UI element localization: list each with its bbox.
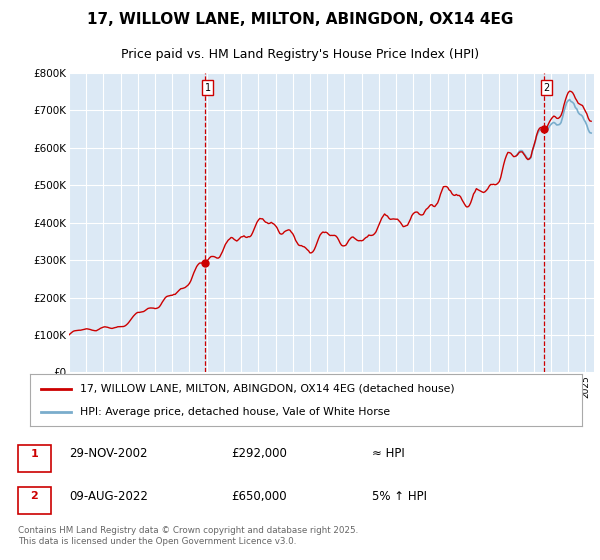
Text: Contains HM Land Registry data © Crown copyright and database right 2025.
This d: Contains HM Land Registry data © Crown c… [18, 526, 358, 546]
Text: 5% ↑ HPI: 5% ↑ HPI [372, 489, 427, 502]
Text: HPI: Average price, detached house, Vale of White Horse: HPI: Average price, detached house, Vale… [80, 407, 390, 417]
Text: Price paid vs. HM Land Registry's House Price Index (HPI): Price paid vs. HM Land Registry's House … [121, 48, 479, 61]
Text: 17, WILLOW LANE, MILTON, ABINGDON, OX14 4EG: 17, WILLOW LANE, MILTON, ABINGDON, OX14 … [87, 12, 513, 27]
Text: 1: 1 [205, 83, 211, 93]
Bar [18, 487, 51, 514]
Text: 1: 1 [31, 449, 38, 459]
Text: 2: 2 [544, 83, 550, 93]
Text: 29-NOV-2002: 29-NOV-2002 [69, 447, 148, 460]
Text: £292,000: £292,000 [231, 447, 287, 460]
Text: 17, WILLOW LANE, MILTON, ABINGDON, OX14 4EG (detached house): 17, WILLOW LANE, MILTON, ABINGDON, OX14 … [80, 384, 454, 394]
Text: £650,000: £650,000 [231, 489, 287, 502]
Bar [18, 445, 51, 472]
Text: 09-AUG-2022: 09-AUG-2022 [69, 489, 148, 502]
Text: ≈ HPI: ≈ HPI [372, 447, 405, 460]
Text: 2: 2 [31, 491, 38, 501]
